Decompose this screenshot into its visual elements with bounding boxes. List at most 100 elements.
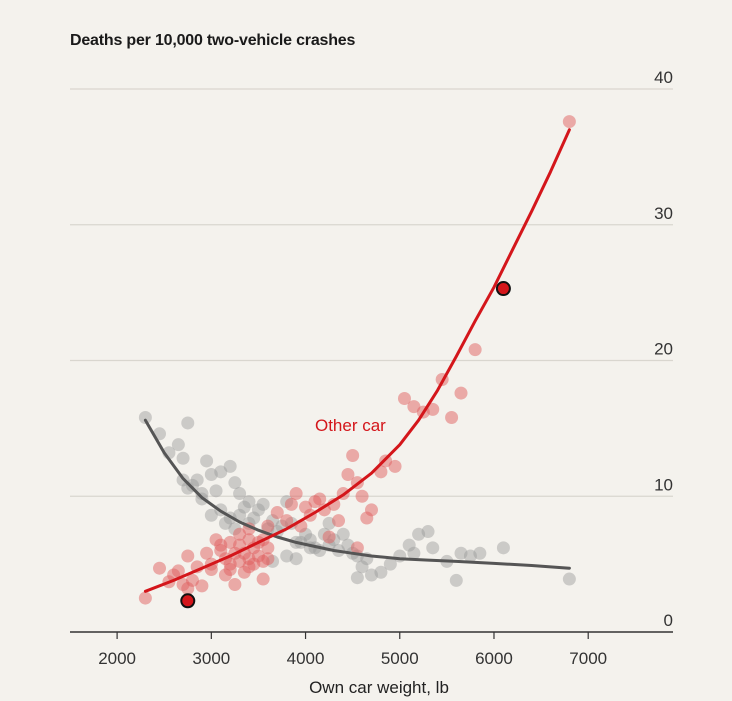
own-car-point [383,557,397,571]
own-car-point [176,451,190,465]
own-car-point [218,516,232,530]
other-car-point [454,386,468,400]
other-car-point [261,541,275,555]
x-tick-label: 2000 [98,649,136,668]
own-car-point [242,495,256,509]
other-car-point [228,577,242,591]
y-tick-label: 30 [654,204,673,223]
own-car-point [190,473,204,487]
other-car-point [256,554,270,568]
other-car-point [355,489,369,503]
other-car-point [341,468,355,482]
y-tick-label: 20 [654,340,673,359]
own-car-point [407,546,421,560]
own-car-point [223,459,237,473]
other-car-point [237,565,251,579]
other-car-point [426,402,440,416]
other-car-point [397,392,411,406]
y-tick-label: 40 [654,68,673,87]
own-car-point [138,411,152,425]
own-car-point [256,497,270,511]
other-car-point [468,343,482,357]
highlight-markers [180,281,511,609]
own-car-point [228,476,242,490]
other-car-point [181,549,195,563]
own-car-point [289,552,303,566]
other-car-point [138,591,152,605]
x-axis: 2000 3000 4000 5000 6000 7000 [70,631,673,668]
other-car-point [214,538,228,552]
own-car-point [374,565,388,579]
own-car-point [181,416,195,430]
other-car-points [138,115,576,605]
other-car-point [270,506,284,520]
other-car-series-label: Other car [315,416,386,435]
x-tick-label: 4000 [287,649,325,668]
other-car-point [407,400,421,414]
gridlines [70,88,673,497]
other-car-point [317,503,331,517]
other-car-point [280,514,294,528]
y-axis-ticks: 0 10 20 30 40 [654,68,673,630]
trend-curves [143,128,571,593]
own-car-point [350,571,364,585]
own-car-point [473,546,487,560]
own-car-point [449,573,463,587]
own-car-point [393,549,407,563]
own-car-point [200,454,214,468]
other-car-point [171,564,185,578]
other-car-point [242,533,256,547]
x-tick-label: 3000 [192,649,230,668]
y-tick-label: 10 [654,475,673,494]
other-car-point [185,573,199,587]
other-car-point [332,514,346,528]
x-tick-label: 7000 [569,649,607,668]
own-car-point [171,438,185,452]
x-axis-label: Own car weight, lb [309,678,449,697]
own-car-point [204,468,218,482]
other-car-point [346,449,360,463]
own-car-point [214,465,228,479]
other-car-point [223,563,237,577]
chart-title: Deaths per 10,000 two-vehicle crashes [70,32,356,49]
other-car-point [350,541,364,555]
other-car-point [562,115,576,129]
other-car-point [256,572,270,586]
own-car-point [496,541,510,555]
own-car-point [562,572,576,586]
other-car-point [261,519,275,533]
other-car-point [242,552,256,566]
highlight-marker [495,281,511,297]
other-car-point [365,503,378,517]
own-car-point [195,487,209,501]
x-tick-label: 6000 [475,649,513,668]
highlight-marker [180,593,196,609]
own-car-point [412,527,426,541]
own-car-point [237,500,251,514]
other-car-point [445,411,459,425]
own-car-point [454,546,468,560]
other-car-point [313,492,327,506]
own-car-point [336,527,350,541]
own-car-point [204,508,218,522]
y-tick-label: 0 [664,611,673,630]
other-car-point [195,579,209,593]
other-car-point [233,527,247,541]
own-car-point [426,541,440,555]
own-car-point [463,549,477,563]
own-car-trend-line [143,418,571,570]
other-car-point [284,497,298,511]
own-car-point [355,560,369,574]
own-car-point [209,484,223,498]
x-tick-label: 5000 [381,649,419,668]
own-car-point [185,478,199,492]
other-car-point [200,546,214,560]
other-car-trend-line [143,128,571,593]
other-car-point [289,487,303,501]
own-car-point [233,487,247,501]
own-car-point [365,568,378,582]
own-car-point [303,533,317,547]
other-car-point [388,459,402,473]
own-car-point [421,525,435,539]
